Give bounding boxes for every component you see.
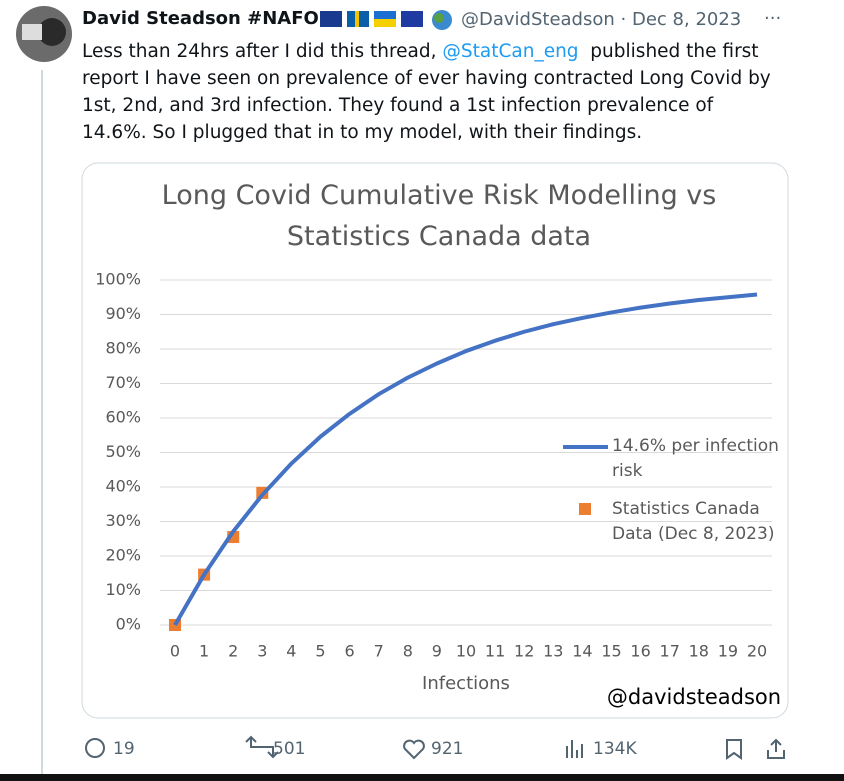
x-tick-label: 11 [485, 642, 505, 661]
y-tick-label: 10% [105, 580, 141, 599]
mention[interactable]: @StatCan_eng [442, 41, 579, 62]
y-tick-label: 70% [105, 373, 141, 392]
handle[interactable]: @DavidSteadson [461, 9, 615, 30]
legend-label: 14.6% per infection risk [612, 436, 779, 481]
x-tick-label: 8 [403, 642, 413, 661]
x-tick-label: 4 [286, 642, 296, 661]
author-name[interactable]: David Steadson #NAFO [82, 8, 319, 29]
y-tick-label: 60% [105, 408, 141, 427]
view-count[interactable]: 134K [593, 739, 637, 759]
more-button[interactable]: ··· [764, 8, 782, 29]
y-tick-label: 30% [105, 511, 141, 530]
x-tick-label: 10 [456, 642, 476, 661]
y-tick-label: 40% [105, 477, 141, 496]
data-line [173, 292, 758, 627]
y-tick-label: 100% [95, 270, 141, 289]
x-tick-label: 15 [601, 642, 621, 661]
x-tick-label: 17 [660, 642, 680, 661]
x-tick-label: 18 [689, 642, 709, 661]
meta: @DavidSteadson · Dec 8, 2023 [461, 9, 741, 30]
legend-label: Statistics Canada Data (Dec 8, 2023) [612, 499, 775, 544]
x-tick-label: 5 [315, 642, 325, 661]
x-tick-label: 6 [345, 642, 355, 661]
x-tick-label: 12 [514, 642, 534, 661]
date[interactable]: Dec 8, 2023 [632, 9, 742, 30]
text: Less than 24hrs after I did this thread, [82, 41, 443, 62]
x-axis-label: Infections [422, 673, 510, 694]
legend-key [579, 503, 591, 515]
x-tick-label: 1 [199, 642, 209, 661]
text: published the first report I have seen o… [82, 41, 777, 143]
y-tick-label: 90% [105, 304, 141, 323]
x-tick-label: 14 [572, 642, 592, 661]
x-tick-label: 20 [747, 642, 767, 661]
x-tick-label: 3 [257, 642, 267, 661]
x-tick-label: 7 [374, 642, 384, 661]
x-tick-label: 9 [432, 642, 442, 661]
x-tick-label: 2 [228, 642, 238, 661]
separator: · [620, 9, 627, 30]
y-tick-label: 50% [105, 442, 141, 461]
chart-title: Long Covid Cumulative Risk Modelling vs … [161, 180, 717, 252]
tweet-text: Less than 24hrs after I did this thread,… [82, 38, 782, 146]
x-tick-label: 13 [543, 642, 563, 661]
reply-count[interactable]: 19 [113, 739, 135, 759]
x-tick-label: 19 [718, 642, 738, 661]
annotation: @davidsteadson [607, 685, 781, 709]
y-tick-label: 80% [105, 339, 141, 358]
y-tick-label: 20% [105, 546, 141, 565]
like-count[interactable]: 921 [431, 739, 464, 759]
repost-count[interactable]: 501 [273, 739, 306, 759]
y-tick-label: 0% [116, 615, 141, 634]
x-tick-label: 16 [630, 642, 650, 661]
x-tick-label: 0 [170, 642, 180, 661]
